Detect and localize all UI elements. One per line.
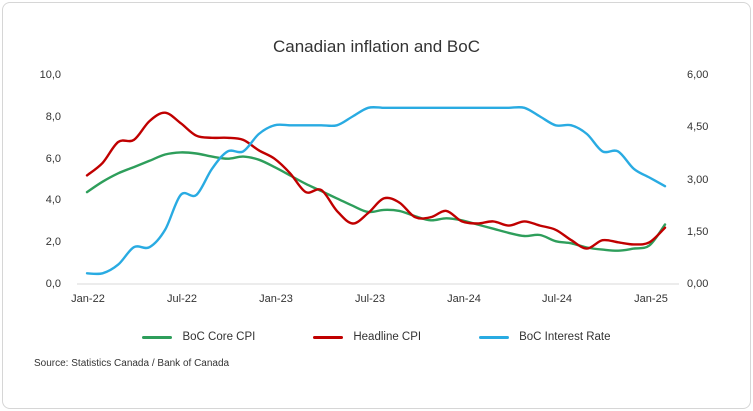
legend-label: BoC Interest Rate bbox=[519, 331, 611, 343]
legend-item-interest-rate: BoC Interest Rate bbox=[479, 331, 611, 343]
y-axis-left-tick: 6,0 bbox=[45, 153, 61, 165]
headline-cpi-line-swatch bbox=[313, 335, 344, 339]
y-axis-left-tick: 2,0 bbox=[45, 236, 61, 248]
x-axis-tick: Jul-23 bbox=[355, 293, 385, 305]
chart-plot-area bbox=[77, 105, 679, 285]
x-axis-tick: Jan-25 bbox=[634, 293, 668, 305]
series-line-boc-core-cpi bbox=[85, 151, 667, 252]
y-axis-left-tick: 0,0 bbox=[45, 278, 61, 290]
y-axis-left-tick: 10,0 bbox=[39, 69, 61, 81]
legend-label: BoC Core CPI bbox=[182, 331, 256, 343]
source-note: Source: Statistics Canada / Bank of Cana… bbox=[34, 358, 230, 369]
x-axis-tick: Jul-22 bbox=[167, 293, 197, 305]
series-line-headline-cpi bbox=[85, 111, 667, 250]
y-axis-right-tick: 6,00 bbox=[687, 69, 709, 81]
y-axis-right-tick: 4,50 bbox=[687, 121, 709, 133]
legend-item-core-cpi: BoC Core CPI bbox=[142, 331, 255, 343]
core-cpi-line-swatch bbox=[142, 335, 173, 339]
series-line-boc-interest-rate bbox=[85, 105, 667, 276]
y-axis-right-tick: 3,00 bbox=[687, 174, 709, 186]
y-axis-left-tick: 8,0 bbox=[45, 111, 61, 123]
y-axis-left-tick: 4,0 bbox=[45, 194, 61, 206]
x-axis-tick: Jan-24 bbox=[447, 293, 481, 305]
y-axis-right-tick: 0,00 bbox=[687, 278, 709, 290]
y-axis-right-tick: 1,50 bbox=[687, 226, 709, 238]
interest-rate-line-swatch bbox=[479, 335, 510, 339]
legend-label: Headline CPI bbox=[353, 331, 422, 343]
chart-legend: BoC Core CPI Headline CPI BoC Interest R… bbox=[3, 331, 750, 343]
legend-item-headline-cpi: Headline CPI bbox=[313, 331, 421, 343]
chart-title: Canadian inflation and BoC bbox=[273, 37, 480, 56]
x-axis-tick: Jul-24 bbox=[542, 293, 572, 305]
x-axis-tick: Jan-23 bbox=[259, 293, 293, 305]
x-axis-tick: Jan-22 bbox=[71, 293, 105, 305]
